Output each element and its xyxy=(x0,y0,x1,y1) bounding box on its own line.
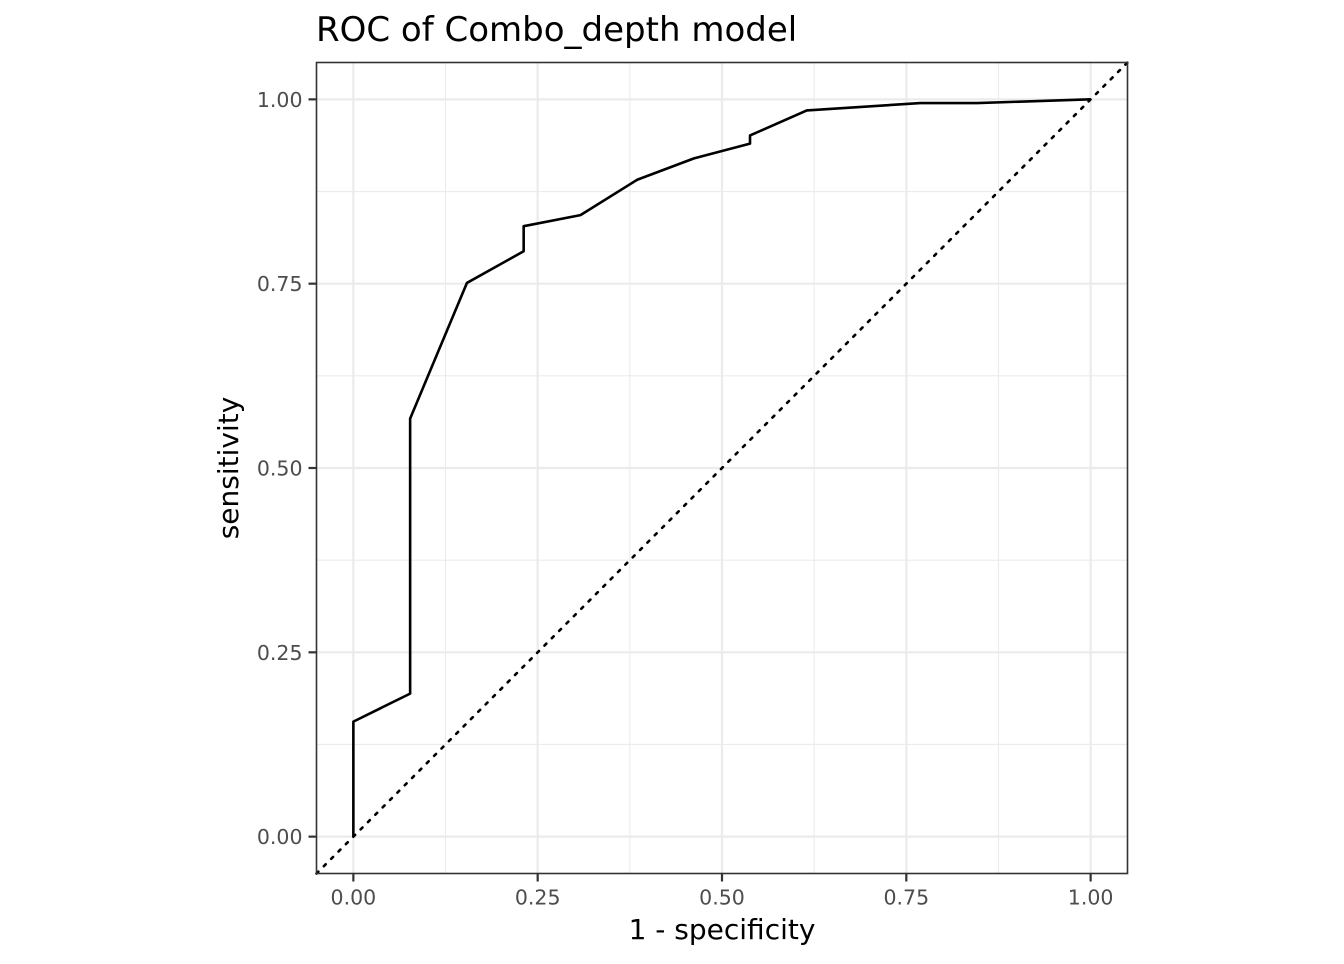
y-tick-label: 0.50 xyxy=(257,457,303,481)
roc-curve-layer xyxy=(352,98,1091,837)
y-tick-label: 0.00 xyxy=(257,825,303,849)
y-axis-title: sensitivity xyxy=(212,397,245,540)
y-axis-ticks: 0.00 0.25 0.50 0.75 1.00 xyxy=(257,88,317,849)
y-tick-label: 1.00 xyxy=(257,88,303,112)
y-tick-label: 0.75 xyxy=(257,272,303,296)
roc-curve-line xyxy=(352,98,1091,837)
x-tick-label: 0.75 xyxy=(883,886,929,910)
y-tick-label: 0.25 xyxy=(257,641,303,665)
x-tick-label: 0.25 xyxy=(515,886,561,910)
x-tick-label: 0.50 xyxy=(699,886,745,910)
x-axis-title: 1 - specificity xyxy=(629,913,816,946)
x-axis-ticks: 0.00 0.25 0.50 0.75 1.00 xyxy=(331,873,1114,910)
x-tick-label: 0.00 xyxy=(331,886,377,910)
reference-line-layer xyxy=(315,61,1129,875)
major-gridlines xyxy=(316,62,1128,874)
reference-diagonal-line xyxy=(315,61,1129,875)
x-tick-label: 1.00 xyxy=(1068,886,1114,910)
chart-title: ROC of Combo_depth model xyxy=(316,10,797,50)
